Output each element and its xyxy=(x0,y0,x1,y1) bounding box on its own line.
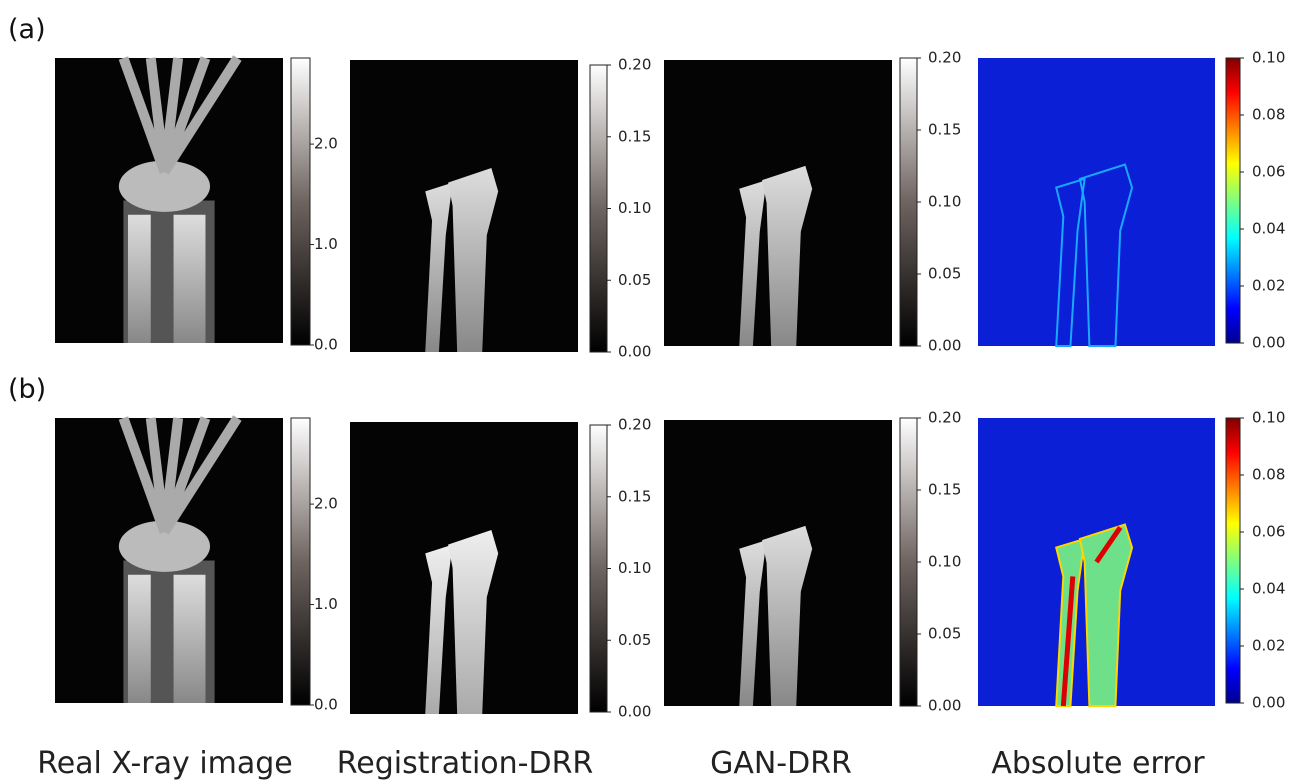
image-panel: 0.00 0.02 0.04 0.06 0.08 0.10 xyxy=(978,409,1285,712)
bone xyxy=(173,214,206,343)
column-title: Registration-DRR xyxy=(337,746,594,781)
radius-bone xyxy=(448,168,499,352)
radius-bone xyxy=(1078,163,1134,347)
colorbar-tick-label: 0.06 xyxy=(1252,523,1285,541)
colorbar-tick-label: 0.00 xyxy=(928,337,961,355)
colorbar xyxy=(1225,417,1241,704)
colorbar-tick-label: 0.10 xyxy=(1252,409,1285,427)
colorbar-tick-label: 0.05 xyxy=(928,265,961,283)
colorbar xyxy=(290,417,311,706)
colorbar-tick-label: 1.0 xyxy=(314,235,338,253)
colorbar-tick-label: 0.00 xyxy=(1252,694,1285,712)
colorbar xyxy=(290,57,311,346)
bone xyxy=(127,574,151,703)
radius-bone xyxy=(762,165,813,346)
colorbar-tick-label: 0.02 xyxy=(1252,277,1285,295)
panel-label: (a) xyxy=(8,14,46,45)
error-map xyxy=(978,58,1215,346)
colorbar-tick-label: 0.10 xyxy=(928,553,961,571)
column-title: Real X-ray image xyxy=(37,746,293,781)
colorbar-tick-label: 0.06 xyxy=(1252,163,1285,181)
colorbar-tick-label: 0.15 xyxy=(928,121,961,139)
colorbar xyxy=(589,64,608,353)
colorbar-tick-label: 0.0 xyxy=(314,336,338,354)
ulna-bone xyxy=(739,540,767,706)
colorbar-tick-label: 0.04 xyxy=(1252,220,1285,238)
image-panel: 0.00 0.05 0.10 0.15 0.20 xyxy=(664,49,961,355)
bone xyxy=(173,574,206,703)
colorbar xyxy=(899,417,918,707)
finger xyxy=(160,415,242,535)
image-panel: 0.0 1.0 2.0 xyxy=(55,415,338,714)
image-panel: 0.0 1.0 2.0 xyxy=(55,55,338,354)
image-panel: 0.00 0.05 0.10 0.15 0.20 xyxy=(664,409,961,715)
colorbar-tick-label: 0.10 xyxy=(1252,49,1285,67)
colorbar-tick-label: 0.20 xyxy=(928,409,961,427)
colorbar-tick-label: 0.15 xyxy=(928,481,961,499)
image-panel: 0.00 0.02 0.04 0.06 0.08 0.10 xyxy=(978,49,1285,352)
colorbar xyxy=(1225,57,1241,344)
colorbar-tick-label: 0.20 xyxy=(618,416,651,434)
colorbar-tick-label: 2.0 xyxy=(314,495,338,513)
ulna-bone xyxy=(425,544,453,714)
ulna-bone xyxy=(425,182,453,352)
carpals xyxy=(118,520,211,572)
colorbar-tick-label: 0.00 xyxy=(618,343,651,361)
error-streak xyxy=(1060,576,1076,707)
ulna-bone xyxy=(1055,177,1086,347)
radius-bone xyxy=(448,530,499,714)
bone xyxy=(127,214,151,343)
image-panel: 0.00 0.05 0.10 0.15 0.20 xyxy=(350,56,651,361)
colorbar-tick-label: 0.05 xyxy=(928,625,961,643)
colorbar-tick-label: 0.00 xyxy=(928,697,961,715)
colorbar-tick-label: 0.10 xyxy=(618,559,651,577)
colorbar xyxy=(589,424,608,713)
colorbar-tick-label: 0.10 xyxy=(928,193,961,211)
colorbar-tick-label: 0.08 xyxy=(1252,466,1285,484)
colorbar-tick-label: 0.00 xyxy=(1252,334,1285,352)
colorbar-tick-label: 0.20 xyxy=(618,56,651,74)
column-title: Absolute error xyxy=(991,746,1205,781)
carpals xyxy=(118,160,211,212)
colorbar-tick-label: 1.0 xyxy=(314,595,338,613)
error-streak xyxy=(1094,526,1123,564)
panel-label: (b) xyxy=(8,374,46,405)
colorbar-tick-label: 0.10 xyxy=(618,199,651,217)
colorbar-tick-label: 0.02 xyxy=(1252,637,1285,655)
colorbar-tick-label: 0.05 xyxy=(618,631,651,649)
column-title: GAN-DRR xyxy=(710,746,852,781)
colorbar xyxy=(899,57,918,347)
colorbar-tick-label: 0.00 xyxy=(618,703,651,721)
colorbar-tick-label: 0.15 xyxy=(618,127,651,145)
colorbar-tick-label: 0.20 xyxy=(928,49,961,67)
colorbar-tick-label: 0.04 xyxy=(1252,580,1285,598)
radius-bone xyxy=(762,525,813,706)
radius-bone xyxy=(1078,523,1134,707)
colorbar-tick-label: 0.15 xyxy=(618,487,651,505)
colorbar-tick-label: 0.0 xyxy=(314,696,338,714)
finger xyxy=(160,55,242,175)
ulna-bone xyxy=(739,180,767,346)
colorbar-tick-label: 2.0 xyxy=(314,135,338,153)
colorbar-tick-label: 0.05 xyxy=(618,271,651,289)
image-panel: 0.00 0.05 0.10 0.15 0.20 xyxy=(350,416,651,721)
colorbar-tick-label: 0.08 xyxy=(1252,106,1285,124)
